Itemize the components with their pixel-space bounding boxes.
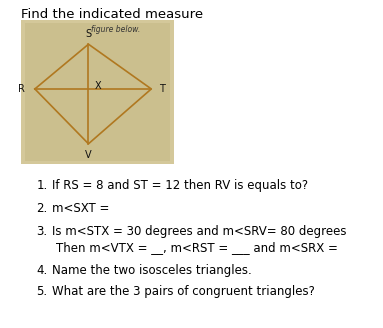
Text: R: R (18, 84, 25, 94)
Text: 4.: 4. (36, 264, 47, 277)
Bar (21, 20, 174, 164)
Text: V: V (85, 150, 92, 160)
Text: 3.: 3. (36, 225, 47, 238)
Text: Name the two isosceles triangles.: Name the two isosceles triangles. (52, 264, 252, 277)
Text: 5.: 5. (36, 285, 47, 298)
Text: Is m<STX = 30 degrees and m<SRV= 80 degrees: Is m<STX = 30 degrees and m<SRV= 80 degr… (52, 225, 346, 238)
Text: Find the indicated measure: Find the indicated measure (21, 8, 203, 21)
Text: figure below.: figure below. (92, 26, 141, 34)
Text: If RS = 8 and ST = 12 then RV is equals to?: If RS = 8 and ST = 12 then RV is equals … (52, 179, 308, 192)
Text: m<SXT =: m<SXT = (52, 202, 109, 215)
Text: 2.: 2. (36, 202, 47, 215)
Text: Then m<VTX = __, m<RST = ___ and m<SRX =: Then m<VTX = __, m<RST = ___ and m<SRX = (56, 241, 337, 254)
Text: T: T (159, 84, 165, 94)
Text: S: S (85, 29, 92, 39)
Text: X: X (94, 81, 101, 91)
Bar (25, 23, 170, 161)
Text: 1.: 1. (36, 179, 47, 192)
Text: What are the 3 pairs of congruent triangles?: What are the 3 pairs of congruent triang… (52, 285, 314, 298)
